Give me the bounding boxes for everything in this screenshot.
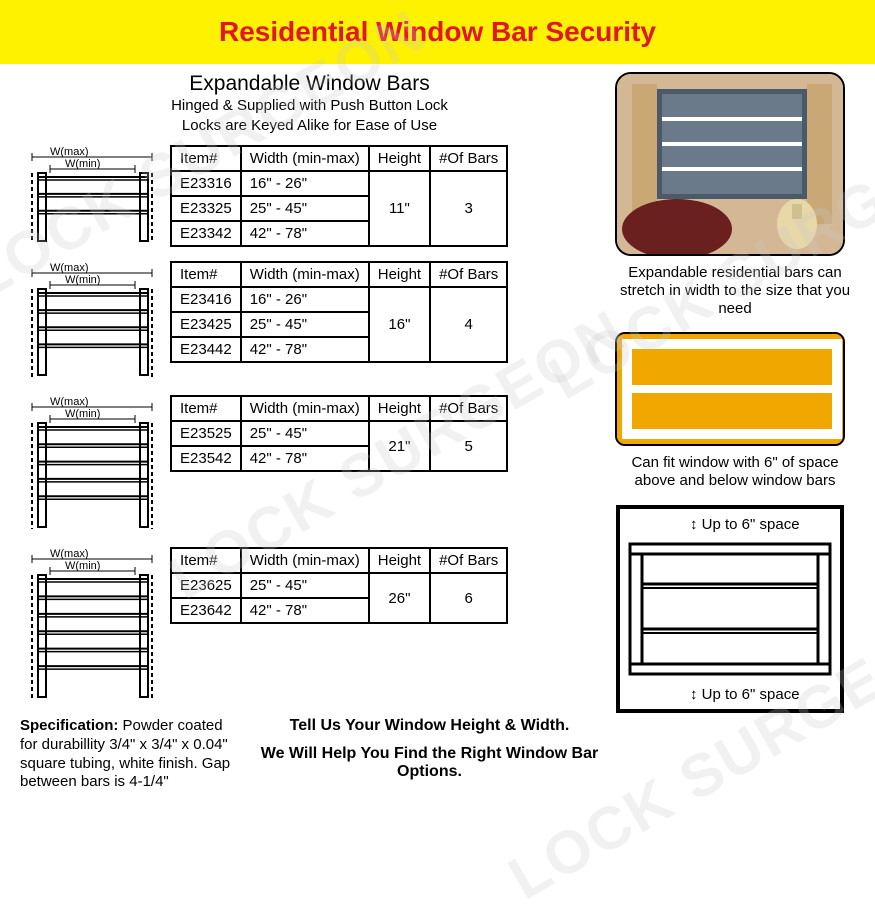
cell-item: E23316 [171, 171, 241, 196]
cell-height: 21" [369, 421, 430, 471]
cell-item: E23525 [171, 421, 241, 446]
col-bars: #Of Bars [430, 262, 507, 287]
subtitle-block: Expandable Window Bars Hinged & Supplied… [20, 72, 599, 135]
svg-text:W(min): W(min) [65, 158, 100, 170]
product-row: W(max) W(min) Item# Width (min-max) Heig… [20, 395, 599, 535]
svg-text:↕ Up to 6" space: ↕ Up to 6" space [690, 686, 800, 703]
table-row: E23625 25" - 45"26" 6 [171, 573, 507, 598]
cell-width: 25" - 45" [241, 312, 369, 337]
cell-item: E23542 [171, 446, 241, 471]
col-width: Width (min-max) [241, 262, 369, 287]
col-height: Height [369, 548, 430, 573]
footer-row: Specification: Powder coated for durabil… [20, 717, 599, 792]
col-height: Height [369, 262, 430, 287]
cell-width: 42" - 78" [241, 337, 369, 362]
cell-bars: 3 [430, 171, 507, 246]
spec-table: Item# Width (min-max) Height #Of Bars E2… [170, 395, 508, 472]
cell-item: E23625 [171, 573, 241, 598]
svg-text:W(min): W(min) [65, 408, 100, 420]
cell-width: 25" - 45" [241, 421, 369, 446]
svg-text:W(max): W(max) [50, 548, 89, 560]
subtitle-line2: Locks are Keyed Alike for Ease of Use [20, 116, 599, 136]
cell-item: E23442 [171, 337, 241, 362]
col-width: Width (min-max) [241, 146, 369, 171]
page-title: Residential Window Bar Security [0, 16, 875, 48]
specification-text: Specification: Powder coated for durabil… [20, 717, 240, 792]
caption-1: Expandable residential bars can stretch … [615, 264, 855, 318]
help-text: Tell Us Your Window Height & Width. We W… [260, 717, 599, 792]
col-height: Height [369, 396, 430, 421]
cell-width: 25" - 45" [241, 196, 369, 221]
window-bar-diagram: W(max) W(min) [20, 145, 160, 249]
col-bars: #Of Bars [430, 396, 507, 421]
cell-item: E23342 [171, 221, 241, 246]
right-column: Expandable residential bars can stretch … [615, 72, 855, 792]
cell-bars: 5 [430, 421, 507, 471]
cell-width: 25" - 45" [241, 573, 369, 598]
spec-table: Item# Width (min-max) Height #Of Bars E2… [170, 547, 508, 624]
photo-bars [615, 332, 845, 446]
cell-height: 11" [369, 171, 430, 246]
col-item: Item# [171, 396, 241, 421]
subtitle-main: Expandable Window Bars [20, 72, 599, 96]
window-bar-diagram: W(max) W(min) [20, 395, 160, 535]
table-row: E23316 16" - 26"11" 3 [171, 171, 507, 196]
cell-bars: 4 [430, 287, 507, 362]
svg-text:W(max): W(max) [50, 396, 89, 408]
window-bar-diagram: W(max) W(min) [20, 261, 160, 383]
cell-bars: 6 [430, 573, 507, 623]
col-item: Item# [171, 262, 241, 287]
photo-room [615, 72, 845, 256]
col-width: Width (min-max) [241, 548, 369, 573]
product-row: W(max) W(min) Item# Width (min-max) Heig… [20, 547, 599, 705]
table-row: E23525 25" - 45"21" 5 [171, 421, 507, 446]
left-column: Expandable Window Bars Hinged & Supplied… [20, 72, 599, 792]
table-row: E23416 16" - 26"16" 4 [171, 287, 507, 312]
col-item: Item# [171, 146, 241, 171]
col-item: Item# [171, 548, 241, 573]
cell-width: 42" - 78" [241, 446, 369, 471]
content-area: Expandable Window Bars Hinged & Supplied… [0, 64, 875, 800]
col-height: Height [369, 146, 430, 171]
col-width: Width (min-max) [241, 396, 369, 421]
header-banner: Residential Window Bar Security [0, 0, 875, 64]
cell-height: 26" [369, 573, 430, 623]
svg-text:W(max): W(max) [50, 146, 89, 158]
col-bars: #Of Bars [430, 548, 507, 573]
cell-item: E23642 [171, 598, 241, 623]
window-bar-diagram: W(max) W(min) [20, 547, 160, 705]
space-diagram: ↕ Up to 6" space ↕ Up to 6" space [615, 504, 855, 719]
svg-text:W(max): W(max) [50, 262, 89, 274]
cell-item: E23325 [171, 196, 241, 221]
cell-width: 16" - 26" [241, 171, 369, 196]
product-row: W(max) W(min) Item# Width (min-max) Heig… [20, 145, 599, 249]
caption-2: Can fit window with 6" of space above an… [615, 454, 855, 490]
spec-table: Item# Width (min-max) Height #Of Bars E2… [170, 145, 508, 247]
cell-height: 16" [369, 287, 430, 362]
spec-table: Item# Width (min-max) Height #Of Bars E2… [170, 261, 508, 363]
cell-width: 42" - 78" [241, 598, 369, 623]
cell-item: E23416 [171, 287, 241, 312]
subtitle-line1: Hinged & Supplied with Push Button Lock [20, 96, 599, 116]
svg-text:W(min): W(min) [65, 560, 100, 572]
cell-width: 16" - 26" [241, 287, 369, 312]
col-bars: #Of Bars [430, 146, 507, 171]
cell-item: E23425 [171, 312, 241, 337]
product-row: W(max) W(min) Item# Width (min-max) Heig… [20, 261, 599, 383]
svg-text:W(min): W(min) [65, 274, 100, 286]
svg-text:↕ Up to 6" space: ↕ Up to 6" space [690, 516, 800, 533]
cell-width: 42" - 78" [241, 221, 369, 246]
